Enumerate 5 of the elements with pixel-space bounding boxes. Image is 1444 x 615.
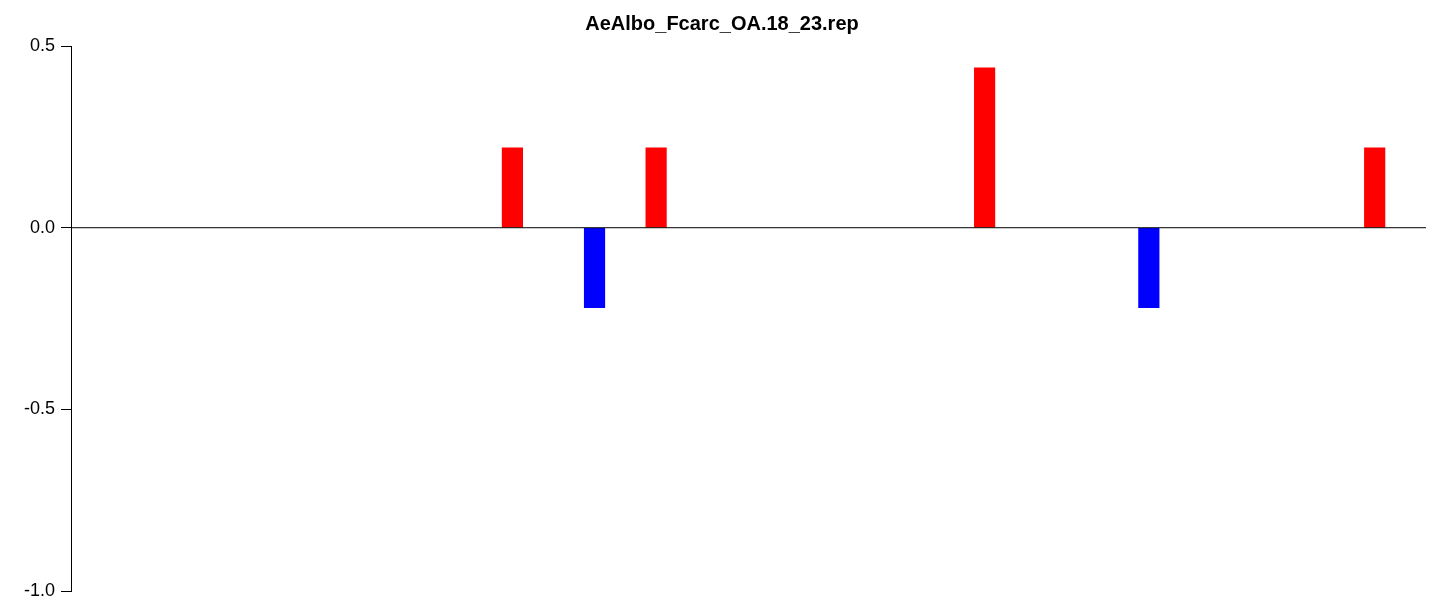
y-tick-label: -1.0 — [23, 580, 56, 601]
chart-title: AeAlbo_Fcarc_OA.18_23.rep — [585, 11, 859, 34]
y-tick-label: -0.5 — [23, 398, 56, 419]
y-tick-label: 0.5 — [29, 34, 56, 55]
y-tick-label: 0.0 — [29, 216, 56, 237]
